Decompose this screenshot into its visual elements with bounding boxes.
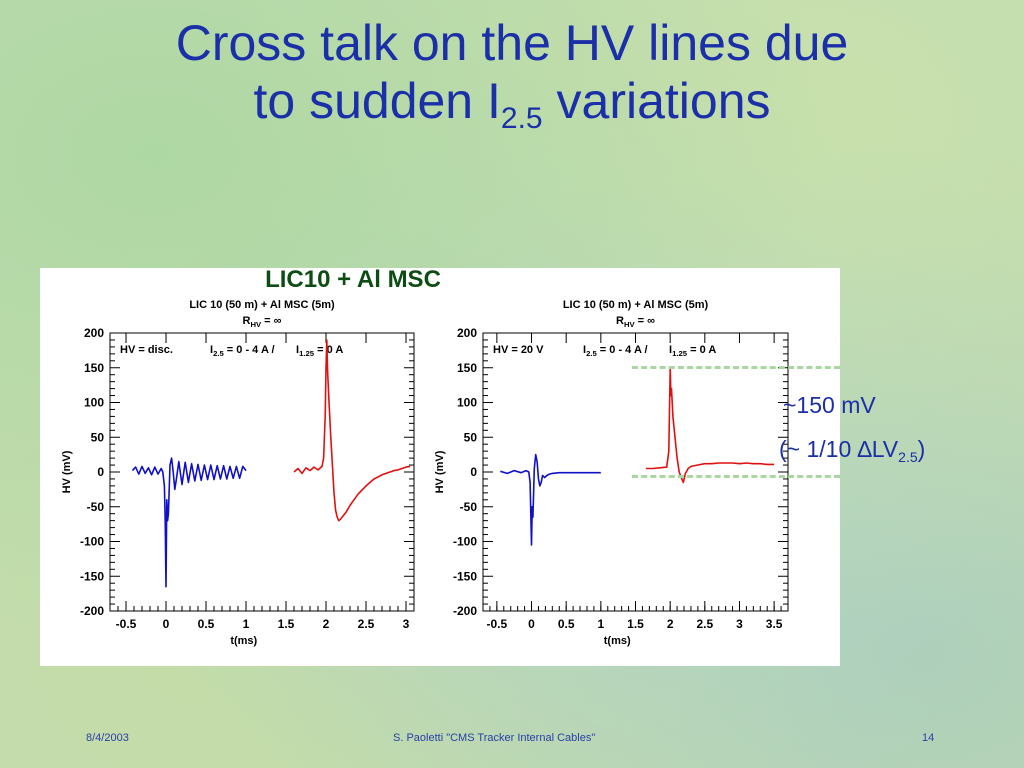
dashed-line-top: [632, 366, 840, 369]
chart-title: LIC 10 (50 m) + Al MSC (5m): [563, 299, 709, 311]
y-tick-label: 0: [470, 465, 477, 479]
x-tick-label: 2: [667, 617, 674, 631]
y-axis-label: HV (mV): [434, 450, 446, 493]
x-axis-label: t(ms): [604, 635, 631, 647]
annotation-150mv: ~150 mV: [783, 392, 876, 418]
annotation-ratio-post: ): [917, 436, 926, 462]
x-tick-label: 2.5: [696, 617, 713, 631]
y-tick-label: -100: [453, 535, 477, 549]
y-tick-label: 100: [84, 396, 104, 410]
series-line-red: [293, 339, 411, 522]
title-line-2-post: variations: [542, 73, 771, 129]
dashed-line-bottom: [632, 475, 840, 478]
series-line-blue: [131, 457, 247, 588]
y-tick-label: 200: [84, 326, 104, 340]
y-tick-label: 200: [457, 326, 477, 340]
y-tick-label: -50: [87, 500, 105, 514]
x-tick-label: 1: [243, 617, 250, 631]
chart-subtitle: RHV = ∞: [242, 315, 281, 329]
annotation-lv: LV: [871, 436, 899, 462]
annotation-ratio: (~ 1/10 ∆LV2.5): [779, 436, 925, 465]
footer-date: 8/4/2003: [86, 732, 129, 744]
y-axis-label: HV (mV): [61, 450, 73, 493]
y-tick-label: -50: [460, 500, 478, 514]
chart-annotation-hv: HV = disc.: [120, 344, 173, 356]
y-tick-label: 150: [84, 361, 104, 375]
x-tick-label: 1.5: [627, 617, 644, 631]
footer-center: S. Paoletti "CMS Tracker Internal Cables…: [393, 732, 596, 744]
x-tick-label: 0.5: [558, 617, 575, 631]
series-line-blue: [500, 453, 601, 546]
panel-label: LIC10 + Al MSC: [265, 266, 441, 293]
slide-title: Cross talk on the HV lines due to sudden…: [0, 14, 1024, 148]
x-tick-label: 1.5: [278, 617, 295, 631]
x-tick-label: 3: [736, 617, 743, 631]
series-line-red: [645, 367, 775, 484]
title-line-2: to sudden I2.5 variations: [0, 72, 1024, 148]
y-tick-label: -200: [80, 604, 104, 618]
plot-frame: [109, 332, 415, 612]
y-tick-label: 50: [91, 430, 105, 444]
chart-subtitle: RHV = ∞: [616, 315, 655, 329]
chart-right: LIC 10 (50 m) + Al MSC (5m)RHV = ∞200150…: [434, 299, 789, 647]
chart-left: LIC 10 (50 m) + Al MSC (5m)RHV = ∞200150…: [61, 299, 415, 647]
x-tick-label: 2.5: [358, 617, 375, 631]
y-tick-label: 100: [457, 396, 477, 410]
x-tick-label: 1: [597, 617, 604, 631]
x-tick-label: 0: [163, 617, 170, 631]
x-tick-label: 0.5: [198, 617, 215, 631]
chart-annotation-i25: I2.5 = 0 - 4 A /: [210, 344, 275, 358]
chart-annotation-i125: I1.25 = 0 A: [669, 344, 716, 358]
chart-annotation-hv: HV = 20 V: [493, 344, 544, 356]
footer-page-number: 14: [922, 732, 935, 744]
y-tick-label: 50: [464, 430, 478, 444]
x-tick-label: 2: [323, 617, 330, 631]
x-tick-label: -0.5: [116, 617, 137, 631]
x-tick-label: 3.5: [766, 617, 783, 631]
chart-title: LIC 10 (50 m) + Al MSC (5m): [189, 299, 335, 311]
y-tick-label: -200: [453, 604, 477, 618]
y-tick-label: 0: [97, 465, 104, 479]
annotation-ratio-pre: (~ 1/10: [779, 436, 858, 462]
title-line-2-sub: 2.5: [500, 102, 543, 135]
y-tick-label: 150: [457, 361, 477, 375]
x-tick-label: -0.5: [487, 617, 508, 631]
chart-annotation-i25: I2.5 = 0 - 4 A /: [583, 344, 648, 358]
title-line-2-pre: to sudden I: [253, 73, 501, 129]
y-tick-label: -150: [80, 569, 104, 583]
chart-annotation-i125: I1.25 = 0 A: [296, 344, 343, 358]
y-tick-label: -150: [453, 569, 477, 583]
delta-symbol: ∆: [857, 436, 872, 462]
x-tick-label: 3: [403, 617, 410, 631]
annotation-lv-sub: 2.5: [898, 449, 918, 465]
x-axis-label: t(ms): [230, 635, 257, 647]
x-tick-label: 0: [528, 617, 535, 631]
y-tick-label: -100: [80, 535, 104, 549]
title-line-1: Cross talk on the HV lines due: [175, 15, 849, 71]
